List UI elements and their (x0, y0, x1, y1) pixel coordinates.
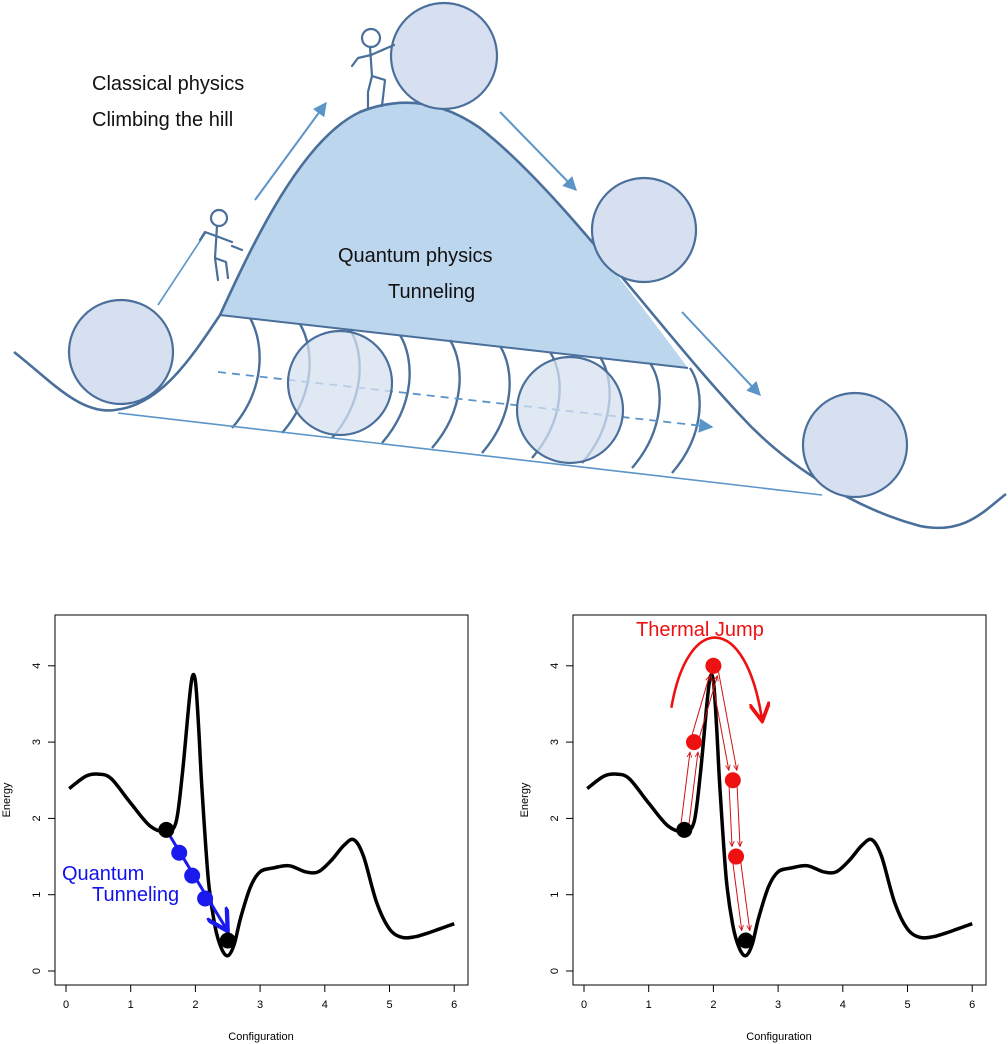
tunneling-diagram: Classical physics Climbing the hill Quan… (13, 1, 1007, 530)
annotation-title: Thermal Jump (636, 619, 764, 641)
thermal-step-arrow (708, 665, 728, 770)
tunnel-top-line (219, 314, 689, 369)
ball-descent (590, 176, 698, 284)
y-axis-label: Energy (519, 782, 531, 817)
y-tick-label: 4 (31, 663, 43, 669)
state-point (737, 932, 754, 949)
y-tick-label: 3 (549, 739, 561, 745)
balls (67, 1, 909, 499)
energy-curve (586, 672, 973, 958)
y-tick-label: 0 (549, 968, 561, 974)
x-tick-label: 1 (128, 999, 134, 1011)
y-axis-label: Energy (1, 782, 13, 817)
plot-frame (572, 614, 987, 986)
push-line (157, 231, 207, 306)
stick-figure-climbing-icon (198, 208, 244, 282)
thermal-step-arrow (716, 665, 736, 770)
state-point (728, 848, 745, 865)
classical-caption-line1: Classical physics (92, 73, 244, 95)
state-point (171, 844, 188, 861)
x-tick-label: 2 (710, 999, 716, 1011)
state-point (685, 734, 702, 751)
x-axis-label: Configuration (228, 1031, 293, 1043)
x-tick-label: 2 (192, 999, 198, 1011)
quantum-caption-line2: Tunneling (388, 281, 475, 303)
thermal-jump-plot: 0 1 2 3 4 5 6 0 1 2 3 4 Configuration Energy Therm… (519, 614, 987, 1043)
x-tick-label: 6 (451, 999, 457, 1011)
thermal-step-arrow (679, 752, 690, 830)
y-tick-label: 1 (549, 892, 561, 898)
state-point (158, 821, 175, 838)
thermal-step-arrow (697, 676, 717, 743)
state-point (705, 657, 722, 674)
thermal-step-arrow (728, 780, 732, 846)
y-tick-label: 4 (549, 663, 561, 669)
x-tick-label: 3 (775, 999, 781, 1011)
state-point (676, 821, 693, 838)
x-tick-label: 1 (646, 999, 652, 1011)
ball-end (801, 391, 909, 499)
y-tick-label: 2 (549, 815, 561, 821)
thermal-step-arrow (689, 676, 709, 743)
thermal-jump-arrow (670, 636, 762, 720)
quantum-caption-line1: Quantum physics (338, 245, 493, 267)
ball-tunnel-1 (286, 329, 394, 437)
state-point (184, 867, 201, 884)
x-tick-label: 6 (969, 999, 975, 1011)
thermal-step-arrow (731, 856, 742, 931)
x-tick-label: 5 (386, 999, 392, 1011)
x-tick-label: 0 (581, 999, 587, 1011)
thermal-step-arrow (739, 856, 750, 931)
annotation-line-2: Tunneling (92, 884, 179, 906)
stick-figure-top-icon (350, 27, 396, 110)
plot-frame (54, 614, 469, 986)
classical-caption-line2: Climbing the hill (92, 109, 233, 131)
hill-fill (220, 102, 688, 368)
x-tick-label: 0 (63, 999, 69, 1011)
x-tick-label: 4 (840, 999, 846, 1011)
x-tick-label: 5 (904, 999, 910, 1011)
state-point (219, 932, 236, 949)
x-axis-label: Configuration (746, 1031, 811, 1043)
energy-curve (68, 672, 455, 958)
y-tick-label: 2 (31, 815, 43, 821)
state-point (197, 890, 214, 907)
y-tick-label: 3 (31, 739, 43, 745)
ball-start (67, 298, 175, 406)
quantum-tunneling-plot: 0 1 2 3 4 5 6 0 1 2 3 4 Configuration Energy Quant… (1, 614, 469, 1043)
ball-top (389, 1, 499, 111)
y-tick-label: 1 (31, 892, 43, 898)
thermal-step-arrow (687, 752, 698, 830)
annotation-line-1: Quantum (62, 863, 144, 885)
x-tick-label: 4 (322, 999, 328, 1011)
ground-line (117, 412, 823, 496)
x-tick-label: 3 (257, 999, 263, 1011)
y-tick-label: 0 (31, 968, 43, 974)
ball-tunnel-2 (515, 355, 625, 465)
thermal-step-arrow (736, 780, 740, 846)
classical-arrows (254, 101, 761, 397)
state-point (724, 772, 741, 789)
